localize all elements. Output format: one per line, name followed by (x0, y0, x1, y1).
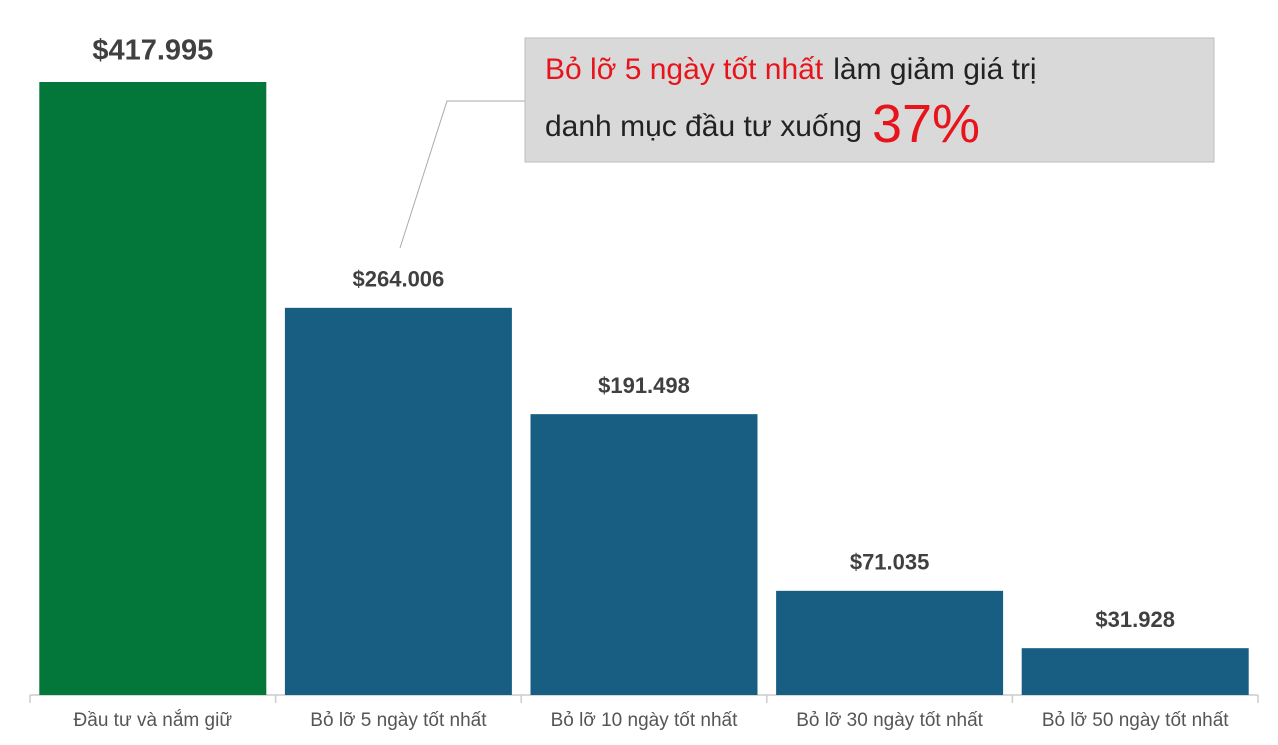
annotation-line: Bỏ lỡ 5 ngày tốt nhất làm giảm giá trị (545, 53, 1037, 86)
value-label: $264.006 (353, 267, 445, 292)
x-tick-label: Bỏ lỡ 30 ngày tốt nhất (796, 710, 983, 731)
annotation-text: danh mục đầu tư xuống (545, 110, 862, 143)
x-tick-label: Đầu tư và nắm giữ (74, 709, 233, 731)
value-label: $191.498 (598, 373, 690, 398)
annotation-line: danh mục đầu tư xuống 37% (545, 94, 980, 154)
x-tick-label: Bỏ lỡ 10 ngày tốt nhất (551, 710, 738, 731)
bar (284, 307, 512, 695)
bar (776, 590, 1004, 695)
annotation-highlight: Bỏ lỡ 5 ngày tốt nhất (545, 53, 824, 86)
value-label: $71.035 (850, 550, 930, 575)
annotation-figure: 37% (872, 94, 980, 154)
value-label: $417.995 (92, 35, 213, 67)
annotation-connector (399, 100, 525, 249)
value-label: $31.928 (1095, 607, 1175, 632)
x-tick-label: Bỏ lỡ 50 ngày tốt nhất (1042, 710, 1229, 731)
bar (39, 82, 267, 695)
bar (1021, 648, 1249, 695)
x-tick-label: Bỏ lỡ 5 ngày tốt nhất (310, 710, 487, 731)
annotation-text: làm giảm giá trị (833, 53, 1036, 86)
bar (530, 414, 758, 695)
annotation-box (524, 37, 1215, 163)
